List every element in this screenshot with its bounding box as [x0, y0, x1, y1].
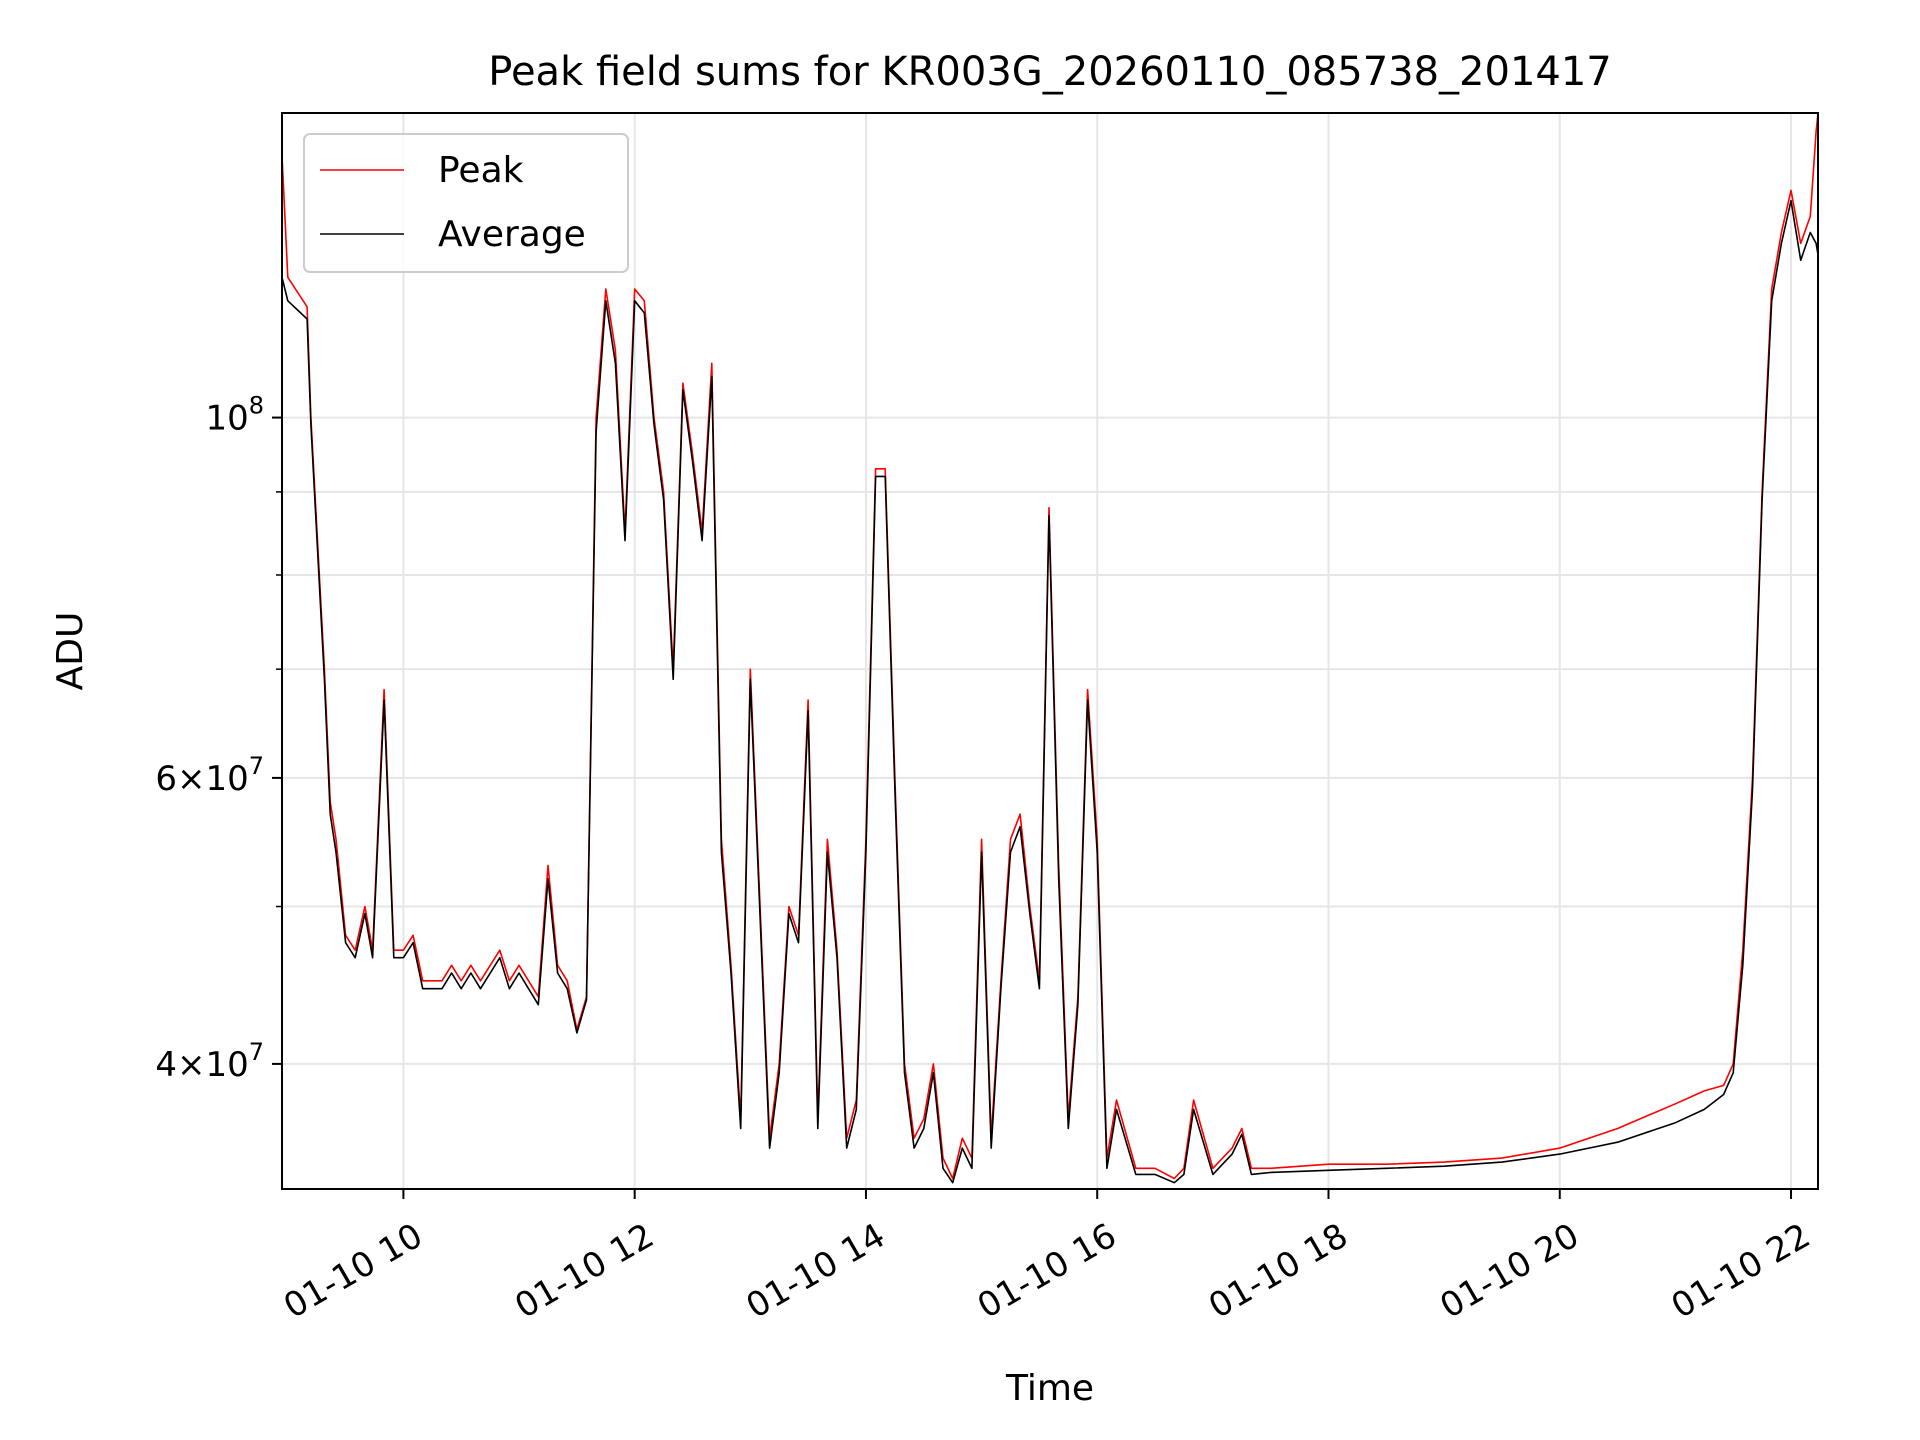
y-tick-label: 6×107	[155, 752, 264, 799]
plot-frame	[281, 112, 1819, 1190]
legend-peak-label: Peak	[438, 150, 524, 191]
x-axis-label: Time	[1005, 1368, 1094, 1409]
chart-title: Peak field sums for KR003G_20260110_0857…	[488, 49, 1612, 95]
series-line-average	[281, 199, 1819, 1184]
y-tick-label: 108	[205, 392, 264, 439]
legend-box	[303, 133, 629, 273]
legend-average-label: Average	[438, 214, 586, 255]
y-axis-label: ADU	[50, 612, 91, 691]
y-tick-label: 4×107	[155, 1038, 264, 1085]
series-layer	[281, 112, 1819, 1184]
legend: Peak Average	[303, 133, 629, 273]
